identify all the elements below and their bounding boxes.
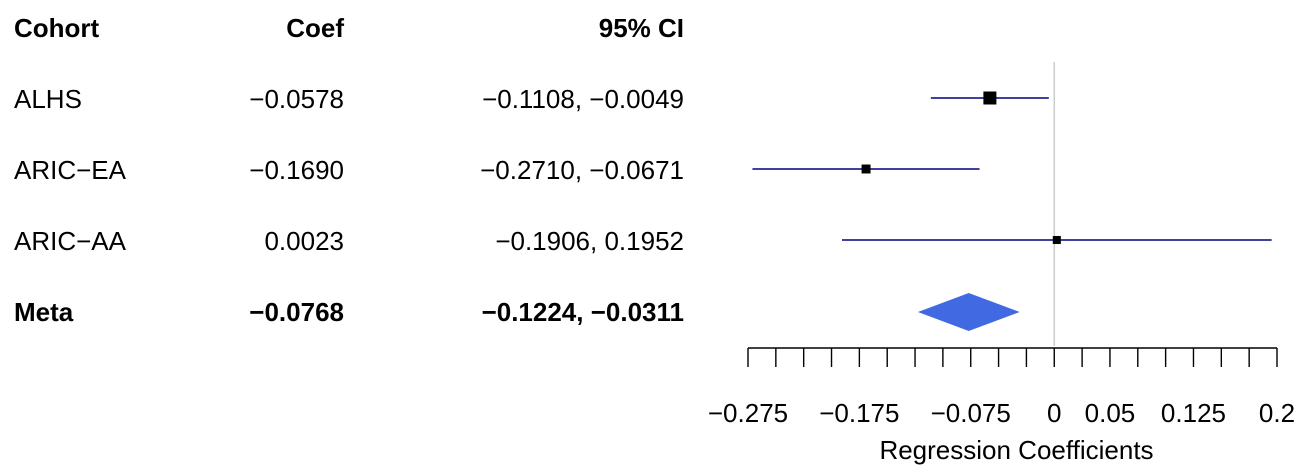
row-cohort: ALHS bbox=[14, 84, 82, 114]
header-ci: 95% CI bbox=[598, 13, 684, 43]
meta-ci: −0.1224, −0.0311 bbox=[481, 297, 684, 327]
meta-coef: −0.0768 bbox=[249, 297, 344, 327]
x-tick-label: −0.175 bbox=[819, 398, 899, 428]
x-tick-label: 0 bbox=[1047, 398, 1061, 428]
row-ci: −0.1906, 0.1952 bbox=[495, 226, 684, 256]
point-estimate bbox=[983, 91, 997, 105]
x-tick-label: −0.075 bbox=[931, 398, 1011, 428]
row-cohort: ARIC−EA bbox=[14, 155, 126, 185]
summary-diamond bbox=[917, 293, 1020, 331]
row-ci: −0.2710, −0.0671 bbox=[480, 155, 684, 185]
row-coef: −0.1690 bbox=[249, 155, 344, 185]
x-tick-label: 0.2 bbox=[1259, 398, 1295, 428]
x-tick-label: −0.275 bbox=[708, 398, 788, 428]
row-cohort: ARIC−AA bbox=[14, 226, 126, 256]
row-coef: 0.0023 bbox=[264, 226, 344, 256]
x-tick-label: 0.125 bbox=[1161, 398, 1226, 428]
row-ci: −0.1108, −0.0049 bbox=[482, 84, 684, 114]
x-axis-label: Regression Coefficients bbox=[879, 435, 1153, 465]
row-coef: −0.0578 bbox=[249, 84, 344, 114]
meta-cohort: Meta bbox=[14, 297, 74, 327]
header-cohort: Cohort bbox=[14, 13, 100, 43]
header-coef: Coef bbox=[286, 13, 344, 43]
point-estimate bbox=[861, 164, 871, 174]
x-tick-label: 0.05 bbox=[1085, 398, 1136, 428]
point-estimate bbox=[1052, 235, 1061, 245]
